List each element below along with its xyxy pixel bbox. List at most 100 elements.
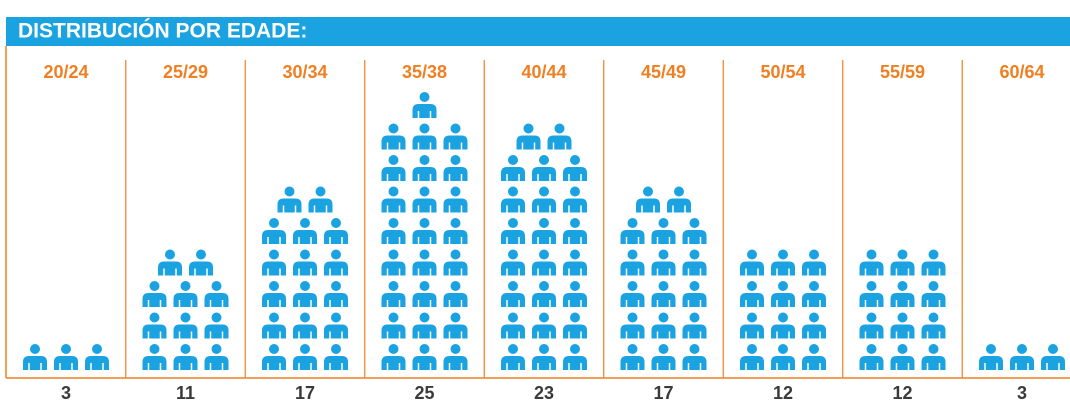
person-head xyxy=(269,218,279,228)
person-head xyxy=(450,344,461,354)
person-head xyxy=(897,312,908,323)
person-head xyxy=(778,281,788,291)
person-body xyxy=(204,324,229,339)
person-body xyxy=(532,167,556,181)
person-body xyxy=(771,293,795,307)
person-body xyxy=(54,356,78,370)
person-body xyxy=(381,356,406,370)
person-body xyxy=(563,230,587,244)
person-body xyxy=(142,356,167,370)
person-body xyxy=(412,230,437,244)
person-head xyxy=(866,249,877,260)
person-head xyxy=(523,123,534,134)
person-body xyxy=(204,356,229,370)
person-body xyxy=(443,293,468,307)
person-head xyxy=(284,186,295,197)
person-head xyxy=(689,312,700,323)
person-head xyxy=(554,123,565,134)
person-head xyxy=(809,249,819,260)
person-head xyxy=(539,312,549,323)
person-body xyxy=(859,356,884,370)
person-head xyxy=(897,344,908,354)
person-body xyxy=(443,198,468,213)
person-body xyxy=(547,135,572,150)
person-head xyxy=(331,249,341,260)
person-head xyxy=(388,344,399,354)
person-head xyxy=(897,281,908,291)
person-head xyxy=(450,249,461,260)
person-head xyxy=(539,186,549,197)
person-body xyxy=(563,356,587,370)
person-body xyxy=(293,356,317,370)
person-head xyxy=(419,123,430,134)
person-head xyxy=(986,344,996,354)
category-label: 55/59 xyxy=(880,62,925,82)
category-label: 35/38 xyxy=(402,62,447,82)
person-body xyxy=(501,198,525,213)
person-head xyxy=(508,344,518,354)
person-body xyxy=(443,135,468,150)
person-body xyxy=(381,261,406,276)
person-head xyxy=(300,281,310,291)
person-head xyxy=(419,155,430,165)
value-label: 25 xyxy=(414,383,434,403)
person-body xyxy=(412,135,437,150)
person-head xyxy=(300,218,310,228)
chart-title: DISTRIBUCIÓN POR EDADE: xyxy=(18,19,307,43)
person-body xyxy=(443,356,468,370)
person-body xyxy=(532,261,556,276)
person-body xyxy=(173,293,198,307)
value-label: 17 xyxy=(653,383,673,403)
person-body xyxy=(532,356,556,370)
icon-column xyxy=(23,344,109,370)
person-head xyxy=(331,281,341,291)
person-body xyxy=(173,324,198,339)
person-head xyxy=(689,249,700,260)
person-body xyxy=(262,261,286,276)
person-body xyxy=(563,167,587,181)
person-head xyxy=(388,249,399,260)
person-body xyxy=(158,261,182,276)
person-head xyxy=(897,249,908,260)
person-head xyxy=(300,249,310,260)
value-label: 12 xyxy=(892,383,912,403)
person-head xyxy=(331,344,341,354)
icon-column xyxy=(620,186,707,370)
person-body xyxy=(802,356,826,370)
person-head xyxy=(778,312,788,323)
person-body xyxy=(771,356,795,370)
person-body xyxy=(412,324,437,339)
person-head xyxy=(450,281,461,291)
person-body xyxy=(204,293,229,307)
person-body xyxy=(381,135,406,150)
person-body xyxy=(802,261,826,276)
person-head xyxy=(747,249,757,260)
person-body xyxy=(563,293,587,307)
person-body xyxy=(651,324,676,339)
person-body xyxy=(1010,356,1034,370)
icon-column xyxy=(859,249,946,370)
person-body xyxy=(443,167,468,181)
icon-column xyxy=(740,249,826,370)
person-head xyxy=(331,312,341,323)
person-body xyxy=(277,198,302,213)
person-head xyxy=(450,312,461,323)
person-head xyxy=(419,186,430,197)
person-body xyxy=(324,324,348,339)
person-body xyxy=(381,293,406,307)
person-body xyxy=(412,356,437,370)
person-body xyxy=(682,293,707,307)
person-head xyxy=(165,249,175,260)
value-label: 11 xyxy=(176,383,195,403)
person-body xyxy=(532,324,556,339)
person-body xyxy=(532,230,556,244)
icon-column xyxy=(381,92,468,370)
person-body xyxy=(501,167,525,181)
person-body xyxy=(142,293,167,307)
person-body xyxy=(262,230,286,244)
category-label: 60/64 xyxy=(999,62,1044,82)
person-head xyxy=(450,123,461,134)
person-head xyxy=(928,281,939,291)
person-body xyxy=(501,261,525,276)
person-body xyxy=(501,293,525,307)
